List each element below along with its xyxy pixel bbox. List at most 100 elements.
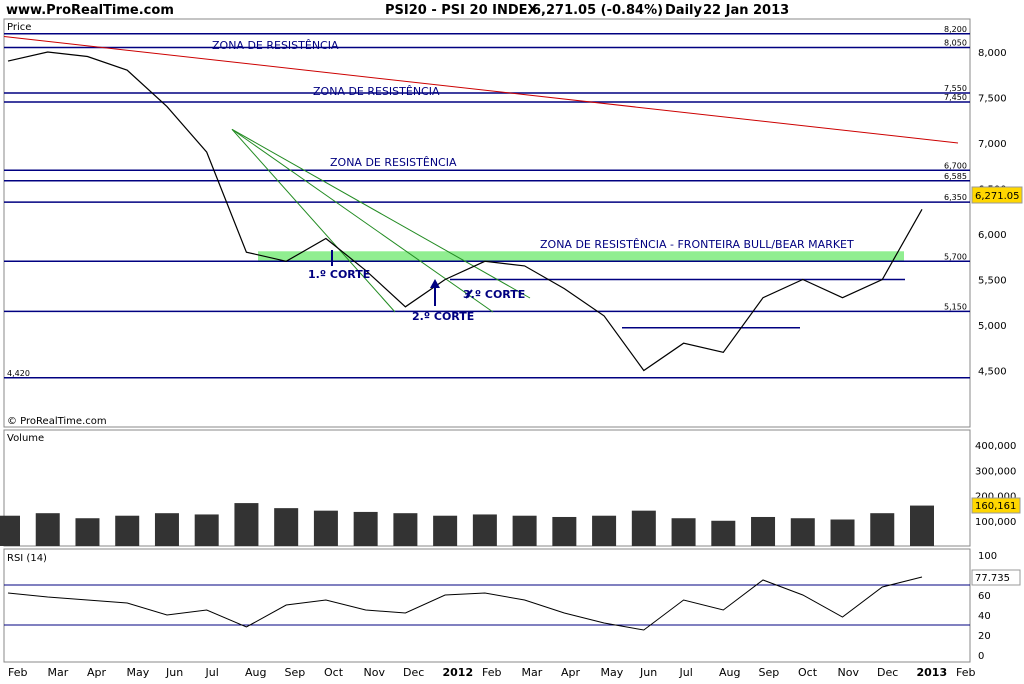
month-tick: Dec bbox=[877, 666, 898, 679]
volume-bar bbox=[472, 514, 497, 546]
month-tick: Jun bbox=[639, 666, 657, 679]
month-tick: May bbox=[127, 666, 150, 679]
volume-bar bbox=[910, 505, 934, 546]
volume-y-tick: 200,000 bbox=[975, 492, 1016, 503]
volume-y-tick: 100,000 bbox=[975, 517, 1016, 528]
level-label: 4,420 bbox=[7, 369, 30, 378]
fan-line bbox=[231, 129, 396, 313]
zone-label-3: ZONA DE RESISTÊNCIA bbox=[330, 156, 457, 169]
level-label: 8,050 bbox=[944, 38, 967, 47]
volume-bar bbox=[751, 516, 776, 546]
month-tick: Jul bbox=[205, 666, 219, 679]
volume-y-tick: 400,000 bbox=[975, 441, 1016, 452]
month-tick: Jun bbox=[165, 666, 183, 679]
volume-bar bbox=[870, 513, 895, 546]
corte-label-3: 3.º CORTE bbox=[463, 288, 525, 301]
fan-line bbox=[231, 128, 494, 313]
volume-bar bbox=[830, 519, 855, 546]
corte-label-2: 2.º CORTE bbox=[412, 310, 474, 323]
volume-bar bbox=[234, 503, 259, 546]
volume-bar bbox=[115, 515, 140, 546]
month-tick: Mar bbox=[48, 666, 69, 679]
price-y-tick: 4,500 bbox=[978, 367, 1007, 378]
price-last-value: 6,271.05 bbox=[975, 191, 1020, 202]
fan-line bbox=[231, 128, 531, 299]
level-label: 6,350 bbox=[944, 193, 967, 202]
month-tick: Jul bbox=[679, 666, 693, 679]
rsi-panel-label: RSI (14) bbox=[7, 553, 47, 564]
zone-label-2: ZONA DE RESISTÊNCIA bbox=[313, 85, 440, 98]
month-tick: Mar bbox=[522, 666, 543, 679]
rsi-last-badge bbox=[971, 569, 1021, 586]
month-tick: Apr bbox=[87, 666, 107, 679]
volume-bar bbox=[313, 510, 338, 546]
volume-bar bbox=[711, 520, 736, 546]
month-tick: Oct bbox=[324, 666, 344, 679]
corte2-arrowhead bbox=[430, 279, 440, 288]
month-tick: 2012 bbox=[443, 666, 474, 679]
price-panel-label: Price bbox=[7, 22, 31, 33]
volume-bar bbox=[0, 515, 20, 546]
price-y-tick: 7,000 bbox=[978, 139, 1007, 150]
price-panel bbox=[3, 18, 971, 428]
rsi-last-value: 77.735 bbox=[975, 573, 1010, 584]
volume-bar bbox=[433, 515, 458, 546]
price-y-tick: 5,000 bbox=[978, 321, 1007, 332]
volume-bar bbox=[75, 518, 100, 546]
bull-bear-zone-fill bbox=[258, 251, 904, 262]
month-tick: Apr bbox=[561, 666, 581, 679]
quote-text: 6,271.05 (-0.84%) bbox=[532, 3, 663, 18]
period-text: Daily bbox=[665, 3, 702, 18]
rsi-panel bbox=[3, 548, 971, 663]
month-tick: Sep bbox=[285, 666, 306, 679]
volume-bars bbox=[0, 503, 934, 546]
rsi-y-tick: 60 bbox=[978, 591, 991, 602]
month-tick: Nov bbox=[364, 666, 386, 679]
rsi-line bbox=[7, 576, 923, 631]
level-label: 7,450 bbox=[944, 93, 967, 102]
zone-label-4: ZONA DE RESISTÊNCIA - FRONTEIRA BULL/BEA… bbox=[540, 238, 854, 251]
date-text: 22 Jan 2013 bbox=[703, 3, 789, 18]
month-tick: Oct bbox=[798, 666, 818, 679]
price-line bbox=[7, 51, 923, 372]
price-y-tick: 5,500 bbox=[978, 276, 1007, 287]
volume-bar bbox=[631, 510, 656, 546]
price-y-tick: 8,000 bbox=[978, 48, 1007, 59]
zone-label-1: ZONA DE RESISTÊNCIA bbox=[212, 39, 339, 52]
level-label: 5,150 bbox=[944, 302, 967, 311]
instrument-title: PSI20 - PSI 20 INDEX bbox=[385, 3, 538, 18]
volume-bar bbox=[154, 513, 179, 546]
price-series bbox=[7, 51, 923, 372]
month-tick: Feb bbox=[482, 666, 501, 679]
volume-bar bbox=[194, 514, 219, 546]
volume-bar bbox=[393, 513, 418, 546]
level-label: 6,585 bbox=[944, 172, 967, 181]
month-tick: Nov bbox=[838, 666, 860, 679]
month-tick: May bbox=[601, 666, 624, 679]
red-trendline bbox=[3, 36, 959, 144]
volume-bar bbox=[274, 508, 299, 546]
level-label: 5,700 bbox=[944, 252, 967, 261]
rsi-y-tick: 100 bbox=[978, 551, 997, 562]
month-tick: Aug bbox=[719, 666, 740, 679]
month-tick: Aug bbox=[245, 666, 266, 679]
rsi-series bbox=[4, 576, 970, 631]
rsi-y-tick: 40 bbox=[978, 611, 991, 622]
volume-bar bbox=[552, 516, 577, 546]
corte3-marker bbox=[465, 289, 473, 299]
price-y-tick: 7,500 bbox=[978, 94, 1007, 105]
volume-y-tick: 300,000 bbox=[975, 466, 1016, 477]
watermark: © ProRealTime.com bbox=[7, 416, 107, 427]
volume-bar bbox=[592, 515, 617, 546]
volume-bar bbox=[353, 511, 378, 546]
level-label: 8,200 bbox=[944, 25, 967, 34]
volume-bar bbox=[671, 518, 696, 546]
level-label: 6,700 bbox=[944, 161, 967, 170]
month-tick: Sep bbox=[759, 666, 780, 679]
price-last-badge bbox=[971, 186, 1023, 204]
volume-panel-label: Volume bbox=[7, 433, 44, 444]
volume-bar bbox=[512, 515, 537, 546]
